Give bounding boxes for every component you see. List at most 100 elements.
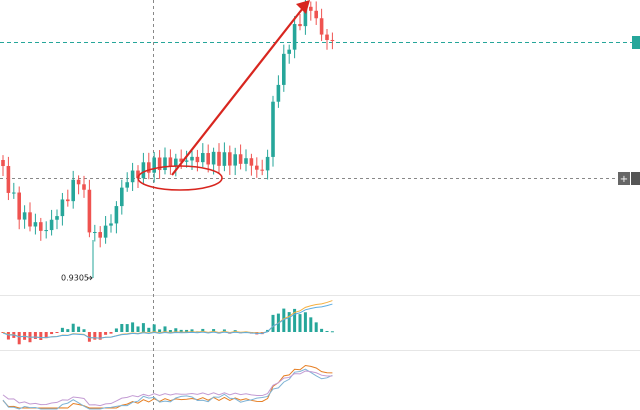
osc-line-2 bbox=[2, 368, 333, 410]
histogram-bar bbox=[44, 332, 48, 339]
candle-body bbox=[174, 158, 178, 167]
candle-body bbox=[114, 206, 119, 224]
candle-body bbox=[303, 6, 308, 27]
histogram-bar bbox=[55, 332, 59, 333]
histogram-bar bbox=[93, 332, 97, 340]
histogram-bar bbox=[66, 329, 70, 332]
histogram-bar bbox=[293, 308, 297, 332]
candle-body bbox=[71, 179, 75, 202]
histogram-bar bbox=[104, 332, 108, 335]
histogram-bar bbox=[6, 332, 10, 340]
candle-body bbox=[157, 157, 162, 171]
histogram-bar bbox=[109, 332, 113, 334]
candle-body bbox=[206, 153, 210, 165]
candle-body bbox=[271, 101, 275, 157]
candle-body bbox=[244, 158, 248, 164]
histogram-bar bbox=[298, 314, 302, 332]
candle-body bbox=[265, 156, 270, 171]
candle-body bbox=[39, 222, 43, 231]
low-arrow bbox=[87, 275, 93, 281]
candle-body bbox=[120, 187, 124, 207]
cursor-tag bbox=[631, 172, 640, 185]
candle-body bbox=[282, 53, 286, 85]
candle-body bbox=[87, 189, 92, 233]
low-label: 0.9305 bbox=[61, 274, 89, 283]
histogram-bar bbox=[320, 328, 324, 332]
histogram-bar bbox=[158, 329, 162, 332]
candle-body bbox=[249, 158, 254, 166]
candle-body bbox=[287, 49, 291, 54]
histogram-bar bbox=[309, 317, 313, 332]
histogram-bar bbox=[152, 324, 156, 332]
osc-line-3 bbox=[2, 370, 333, 407]
panel-borders bbox=[0, 295, 640, 351]
candle-body bbox=[60, 199, 65, 217]
histogram-bar bbox=[174, 328, 178, 332]
histogram-bar bbox=[163, 326, 167, 332]
candle-body bbox=[319, 18, 324, 35]
histogram-bar bbox=[212, 329, 216, 332]
oscillator-panel bbox=[2, 364, 333, 410]
candle-body bbox=[325, 34, 329, 40]
histogram-bar bbox=[77, 326, 81, 332]
histogram-bar bbox=[82, 329, 86, 332]
histogram-bar bbox=[185, 329, 189, 332]
histogram-bar bbox=[87, 332, 91, 342]
candle-body bbox=[33, 222, 38, 227]
trend-arrowhead bbox=[296, 0, 310, 14]
candle-body bbox=[136, 170, 140, 179]
candle-body bbox=[211, 151, 216, 165]
histogram-bar bbox=[168, 330, 172, 332]
candle-body bbox=[228, 152, 232, 166]
plus-icon[interactable]: + bbox=[620, 174, 628, 185]
candle-body bbox=[82, 184, 86, 190]
histogram-bar bbox=[60, 327, 64, 332]
candle-body bbox=[260, 169, 264, 171]
histogram-bar bbox=[179, 329, 183, 332]
candle-body bbox=[103, 225, 108, 238]
candle-body bbox=[309, 6, 313, 11]
candle-body bbox=[255, 165, 259, 170]
candle-body bbox=[292, 24, 297, 50]
candle-body bbox=[298, 24, 302, 27]
price-tag bbox=[632, 36, 640, 49]
candle-body bbox=[55, 216, 59, 220]
candle-body bbox=[233, 154, 237, 166]
trend-arrow bbox=[171, 7, 304, 176]
candle-body bbox=[17, 192, 21, 220]
candle-body bbox=[217, 151, 221, 166]
candle-body bbox=[330, 39, 335, 41]
candle-body bbox=[168, 157, 173, 167]
histogram-bar bbox=[282, 308, 286, 332]
candle-body bbox=[12, 192, 16, 194]
histogram-bar bbox=[271, 314, 275, 332]
macd-line bbox=[2, 303, 333, 339]
candle-body bbox=[184, 160, 189, 162]
candle-body bbox=[1, 160, 5, 167]
histogram-bar bbox=[201, 328, 205, 332]
histogram-bar bbox=[325, 330, 329, 332]
candle-body bbox=[163, 157, 167, 171]
histogram-bar bbox=[98, 332, 102, 340]
histogram-bar bbox=[303, 312, 307, 332]
histogram-bar bbox=[17, 332, 21, 345]
candle-body bbox=[152, 157, 156, 173]
histogram-bar bbox=[330, 331, 334, 333]
histogram-bar bbox=[120, 323, 124, 332]
candle-body bbox=[314, 10, 318, 19]
histogram-bar bbox=[131, 322, 135, 332]
histogram-bar bbox=[147, 327, 151, 332]
candle-body bbox=[276, 84, 281, 102]
candle-body bbox=[49, 219, 54, 231]
histogram-bar bbox=[141, 323, 145, 332]
candle-body bbox=[22, 212, 27, 220]
candle-body bbox=[6, 166, 11, 193]
histogram-bar bbox=[33, 332, 37, 339]
add-button[interactable] bbox=[618, 172, 630, 185]
candle-body bbox=[76, 179, 81, 185]
candle-body bbox=[141, 162, 146, 179]
histogram-bar bbox=[39, 332, 43, 340]
histogram-bar bbox=[125, 324, 129, 332]
